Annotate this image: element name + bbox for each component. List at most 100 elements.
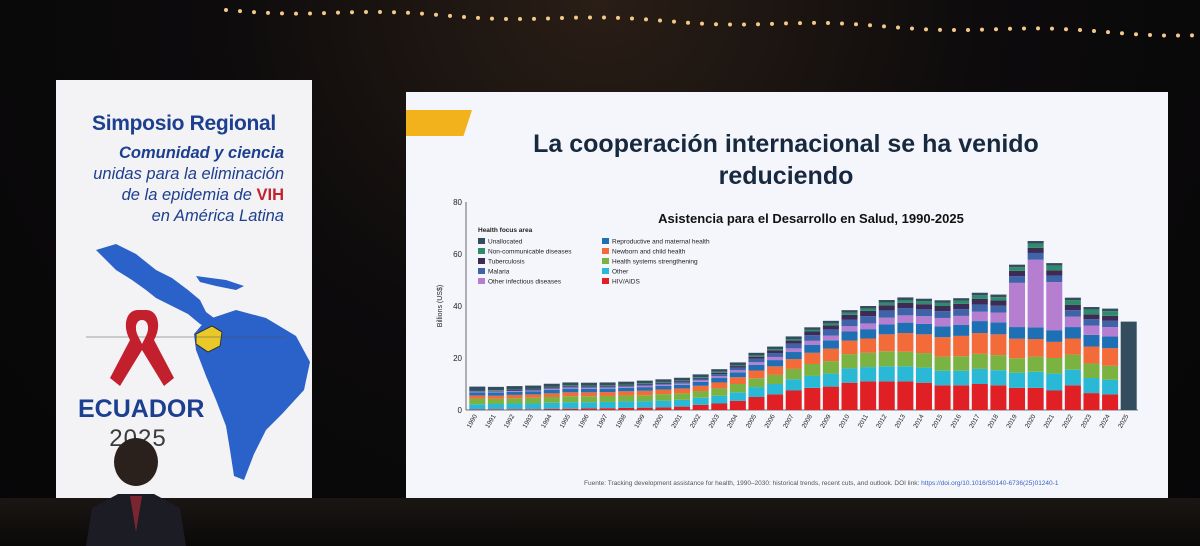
bar-segment <box>934 337 951 357</box>
legend-label: Malaria <box>488 269 510 276</box>
bar-segment <box>878 381 895 410</box>
bar-segment <box>487 391 504 393</box>
x-tick-label: 2017 <box>968 413 981 429</box>
bar-segment <box>841 340 858 355</box>
bar-segment <box>487 392 504 396</box>
aids-ribbon-icon <box>110 310 174 386</box>
ceiling-light <box>602 15 606 20</box>
ceiling-light <box>238 9 242 14</box>
ecuador-shape <box>195 325 223 353</box>
bar-segment <box>915 309 932 317</box>
x-tick-label: 2011 <box>857 413 870 429</box>
bar-segment <box>674 393 691 400</box>
bar-segment <box>711 374 728 377</box>
bar-segment <box>841 310 858 313</box>
bar-segment <box>953 300 970 304</box>
bar-segment <box>599 392 616 396</box>
latin-america-map <box>86 244 310 480</box>
x-tick-label: 2009 <box>819 413 832 429</box>
bar-segment <box>729 367 746 371</box>
bar-segment <box>636 395 653 402</box>
bar-segment <box>580 382 597 386</box>
ceiling-light <box>560 16 564 21</box>
legend-swatch <box>478 258 485 264</box>
bar-segment <box>1027 371 1044 388</box>
bar-segment <box>711 378 728 383</box>
bar-segment <box>469 398 486 405</box>
bar-segment <box>543 387 560 389</box>
source-link[interactable]: https://doi.org/10.1016/S0140-6736(25)01… <box>921 480 1059 487</box>
chart-title: Asistencia para el Desarrollo en Salud, … <box>658 211 964 226</box>
bar-segment <box>469 389 486 391</box>
bar-segment <box>618 385 635 387</box>
ceiling-light <box>1064 27 1068 32</box>
ceiling-light <box>350 10 354 15</box>
bar-segment <box>636 384 653 385</box>
bar-segment <box>562 385 579 387</box>
bar-segment <box>469 409 486 410</box>
x-tick-label: 1997 <box>596 413 609 429</box>
x-tick-label: 1998 <box>615 413 628 429</box>
bar-segment <box>1027 243 1044 248</box>
bar-segment <box>804 329 821 332</box>
bar-segment <box>692 374 709 377</box>
ceiling-light <box>462 14 466 19</box>
bar-segment <box>599 401 616 409</box>
bar-segment <box>543 389 560 394</box>
bar-segment <box>1064 354 1081 370</box>
legend-swatch <box>602 238 609 244</box>
bar-segment <box>469 386 486 390</box>
bar-segment <box>1046 275 1063 283</box>
ceiling-light <box>672 19 676 24</box>
bar-segment <box>841 319 858 327</box>
bar-segment <box>674 380 691 382</box>
bar-segment <box>822 323 839 326</box>
bar-segment <box>897 308 914 316</box>
x-tick-label: 2003 <box>708 413 721 429</box>
bar-segment <box>822 340 839 349</box>
legend-swatch <box>602 268 609 274</box>
ceiling-light <box>742 22 746 27</box>
bar-segment <box>971 311 988 322</box>
bar-segment <box>915 367 932 383</box>
bar-segment <box>487 390 504 391</box>
ceiling-light <box>1008 26 1012 31</box>
bar-segment <box>525 394 542 398</box>
bar-segment <box>915 334 932 354</box>
bar-segment <box>1009 358 1026 373</box>
ceiling-lights <box>224 8 1194 38</box>
bar-segment <box>487 391 504 392</box>
x-tick-label: 2008 <box>801 413 814 429</box>
bar-segment <box>618 381 635 385</box>
bar-segment <box>1009 338 1026 359</box>
bar-segment <box>990 312 1007 323</box>
bar-segment <box>990 370 1007 386</box>
bar-segment <box>860 381 877 410</box>
y-tick-label: 20 <box>453 354 462 363</box>
bar-segment <box>971 321 988 334</box>
bar-segment <box>953 303 970 310</box>
bar-segment <box>878 317 895 325</box>
bar-segment <box>692 377 709 379</box>
bar-segment <box>971 353 988 369</box>
ceiling-light <box>1036 26 1040 31</box>
bar-segment <box>934 300 951 303</box>
bar-segment <box>1083 363 1100 379</box>
bar-segment <box>636 383 653 384</box>
bar-segment <box>580 387 597 388</box>
bar-segment <box>580 387 597 389</box>
bar-segment <box>525 391 542 395</box>
bar-segment <box>1046 341 1063 358</box>
bar-segment <box>878 324 895 335</box>
x-tick-label: 1993 <box>522 413 535 429</box>
bar-segment <box>748 352 765 356</box>
bar-segment <box>525 403 542 410</box>
bar-segment <box>506 389 523 390</box>
bar-segment <box>580 402 597 409</box>
bar-segment <box>1027 247 1044 253</box>
ceiling-light <box>252 10 256 15</box>
ceiling-light <box>364 9 368 14</box>
bar-segment <box>1046 265 1063 271</box>
ceiling-light <box>266 10 270 15</box>
ceiling-light <box>644 17 648 22</box>
